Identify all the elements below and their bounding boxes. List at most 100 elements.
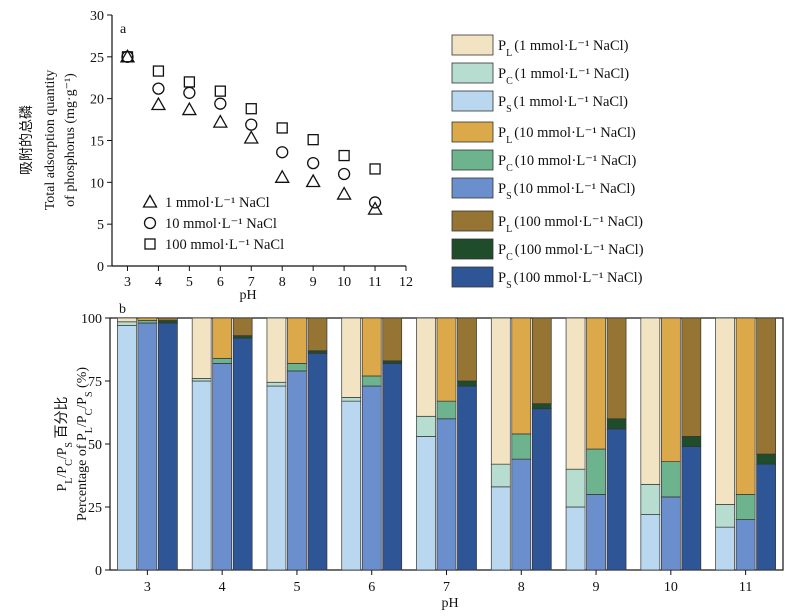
- panel-b-letter: b: [119, 302, 126, 317]
- bar-segment-P_C_1: [341, 397, 362, 402]
- bar-segment-P_C_100: [681, 436, 702, 447]
- bar-segment-P_C_100: [232, 335, 253, 339]
- panel-a-xlabel: pH: [239, 288, 256, 303]
- panel-b-x-tick-label: 11: [739, 580, 752, 595]
- bar-segment-P_C_1: [117, 321, 137, 326]
- triangle-data-point: [367, 201, 383, 215]
- legend-label-P_C_1: PC (1 mmol·L⁻¹ NaCl): [498, 66, 629, 87]
- bar-segment-P_C_10: [436, 400, 457, 420]
- bar-segment-P_L_10: [361, 317, 382, 377]
- bar-segment-P_S_1: [191, 380, 212, 571]
- panel-b-y-tick-label: 50: [88, 438, 102, 453]
- panel-a-scatter: a 吸附的总磷 Total adsorption quantity of pho…: [19, 9, 413, 303]
- panel-a-x-tick-label: 5: [186, 275, 193, 290]
- bar-segment-P_L_1: [715, 317, 735, 505]
- bar-segment-P_S_10: [511, 458, 532, 571]
- bar-segment-P_L_100: [531, 317, 552, 405]
- square-data-point: [307, 134, 319, 146]
- panel-a-axes: 3 4 5 6 7 8 9 10 11 12 0 5 10 15 20 25 30: [90, 9, 413, 290]
- square-data-point: [121, 51, 134, 63]
- bar-segment-P_C_10: [586, 448, 606, 495]
- panel-a-x-tick-label: 3: [124, 275, 131, 290]
- bar-segment-P_S_100: [307, 352, 328, 571]
- panel-b-x-tick-label: 3: [144, 580, 151, 595]
- bar-segment-P_L_10: [660, 317, 681, 462]
- square-data-point: [214, 85, 226, 97]
- legend-swatch-P_L_10: [451, 121, 494, 143]
- panel-b-y-tick-label: 75: [88, 375, 102, 390]
- triangle-data-point: [336, 186, 352, 200]
- panel-a-x-tick-label: 7: [248, 275, 255, 290]
- bar-segment-P_L_1: [490, 317, 511, 465]
- panel-b-x-tick-label: 10: [664, 580, 678, 595]
- bar-segment-P_C_1: [416, 415, 436, 437]
- panel-a-x-tick-label: 12: [399, 275, 413, 290]
- legend-swatch-P_S_100: [451, 266, 494, 288]
- bar-segment-P_S_1: [565, 506, 586, 571]
- bar-segment-P_C_10: [660, 461, 681, 498]
- bar-segment-P_S_1: [117, 325, 137, 571]
- circle-data-point: [245, 118, 258, 131]
- fraction-legend: PL (1 mmol·L⁻¹ NaCl) PC (1 mmol·L⁻¹ NaCl) PS…: [451, 34, 644, 291]
- bar-segment-P_C_1: [640, 483, 661, 515]
- circle-data-point: [152, 82, 165, 95]
- bar-segment-P_C_10: [511, 433, 532, 460]
- panel-a-legend-label: 10 mmol·L⁻¹ NaCl: [165, 216, 277, 232]
- bar-segment-P_S_100: [606, 428, 627, 571]
- bar-segment-P_L_10: [436, 317, 457, 402]
- panel-a-ylabel-cn: 吸附的总磷: [19, 105, 35, 175]
- bar-segment-P_L_10: [735, 317, 756, 495]
- square-data-point: [369, 163, 381, 175]
- panel-a-legend: 1 mmol·L⁻¹ NaCl 10 mmol·L⁻¹ NaCl 100 mmol·…: [142, 194, 284, 253]
- legend-label-P_S_10: PS (10 mmol·L⁻¹ NaCl): [498, 181, 635, 202]
- panel-b-x-tick-label: 6: [368, 580, 375, 595]
- panel-a-y-tick-label: 30: [90, 9, 104, 24]
- bar-segment-P_S_1: [266, 385, 287, 571]
- panel-a-x-tick-label: 4: [155, 275, 162, 290]
- triangle-data-point: [274, 169, 290, 183]
- legend-swatch-P_L_100: [451, 210, 494, 232]
- bar-segment-P_C_10: [735, 494, 756, 520]
- bar-segment-P_L_100: [681, 317, 702, 437]
- bar-segment-P_L_1: [341, 317, 362, 398]
- bar-segment-P_C_1: [715, 504, 735, 528]
- bar-segment-P_L_10: [137, 317, 158, 321]
- legend-label-P_L_10: PL (10 mmol·L⁻¹ NaCl): [498, 125, 636, 146]
- bar-segment-P_C_10: [137, 320, 158, 324]
- square-data-point: [183, 76, 196, 88]
- bar-segment-P_S_100: [158, 322, 178, 571]
- legend-swatch-P_C_10: [451, 149, 494, 171]
- bar-segment-P_S_10: [660, 496, 681, 571]
- bar-segment-P_S_10: [137, 322, 158, 571]
- panel-a-y-tick-label: 20: [90, 93, 104, 108]
- legend-label-P_C_10: PC (10 mmol·L⁻¹ NaCl): [498, 153, 636, 174]
- bar-segment-P_S_1: [640, 514, 661, 571]
- panel-a-y-tick-label: 0: [97, 260, 104, 275]
- legend-label-P_S_1: PS (1 mmol·L⁻¹ NaCl): [498, 94, 628, 115]
- bar-segment-P_L_100: [232, 317, 253, 336]
- bar-segment-P_C_100: [756, 453, 776, 465]
- legend-label-P_L_1: PL (1 mmol·L⁻¹ NaCl): [498, 38, 629, 59]
- circle-data-point: [214, 97, 227, 110]
- panel-b-xlabel: pH: [441, 596, 458, 611]
- panel-a-x-tick-label: 8: [279, 275, 286, 290]
- bar-segment-P_C_1: [565, 468, 586, 508]
- square-data-point: [276, 122, 288, 134]
- legend-swatch-P_C_100: [451, 238, 494, 260]
- bar-segment-P_L_100: [606, 317, 627, 420]
- bar-segment-P_S_10: [436, 418, 457, 571]
- legend-swatch-P_S_1: [451, 90, 494, 112]
- bar-segment-P_L_1: [191, 317, 212, 379]
- panel-b-y-tick-label: 0: [95, 564, 102, 579]
- panel-b-stacked-bars: b PL/PC/PS 百分比 Percentage of PL/PC/PS (%…: [54, 302, 784, 611]
- square-data-point: [338, 149, 350, 162]
- bar-segment-P_S_1: [490, 486, 511, 571]
- bar-segment-P_C_100: [307, 350, 328, 354]
- bar-segment-P_L_1: [117, 317, 137, 323]
- triangle-data-point: [305, 173, 321, 188]
- bar-segment-P_L_100: [457, 317, 477, 382]
- triangle-data-point: [150, 96, 167, 111]
- triangle-data-point: [212, 114, 228, 128]
- panel-b-x-tick-label: 8: [518, 580, 525, 595]
- legend-label-P_C_100: PC (100 mmol·L⁻¹ NaCl): [498, 242, 644, 263]
